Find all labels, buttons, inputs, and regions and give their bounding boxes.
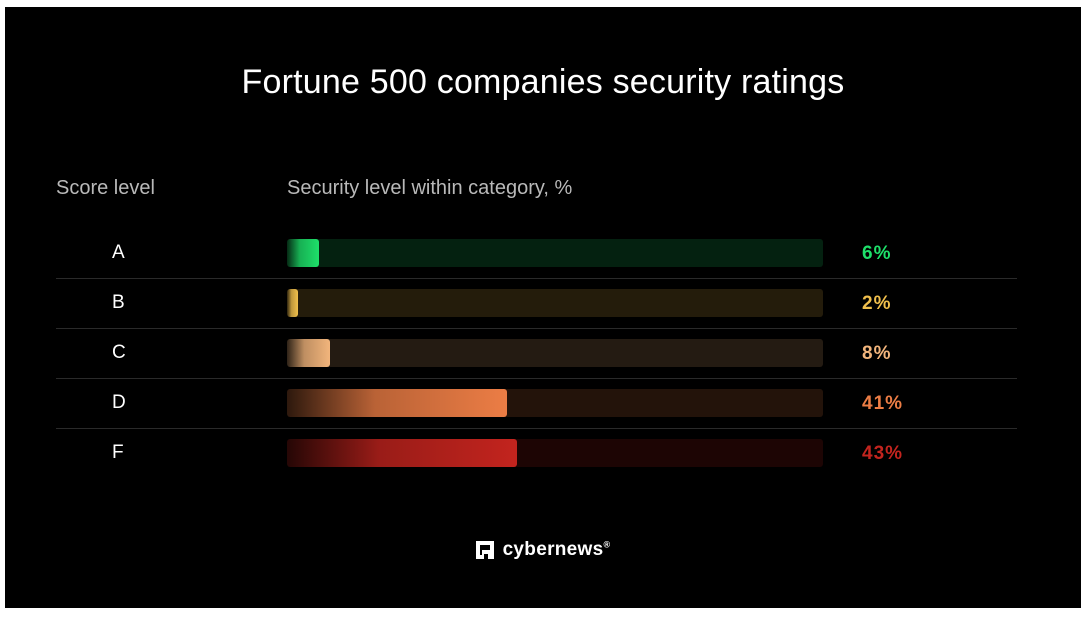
- value-label: 41%: [862, 393, 904, 414]
- value-label: 2%: [862, 293, 892, 314]
- value-label: 8%: [862, 343, 892, 364]
- value-label: 43%: [862, 443, 904, 464]
- chart-panel: Fortune 500 companies security ratings S…: [5, 7, 1081, 608]
- chart-title: Fortune 500 companies security ratings: [241, 63, 845, 101]
- bar-track: [287, 289, 823, 317]
- brand-footer: cybernews®: [5, 539, 1081, 561]
- bar: [287, 389, 507, 417]
- value-label: 6%: [862, 243, 892, 264]
- bar-track: [287, 339, 823, 367]
- score-label: F: [112, 442, 124, 463]
- score-label: B: [112, 292, 125, 313]
- score-label: C: [112, 342, 126, 363]
- brand-name: cybernews®: [502, 539, 611, 560]
- bar-row-f: F 43%: [56, 429, 1017, 478]
- bar-track: [287, 439, 823, 467]
- bar-track: [287, 239, 823, 267]
- score-level-header: Score level: [56, 177, 155, 199]
- bar-row-b: B 2%: [56, 279, 1017, 329]
- bar-row-a: A 6%: [56, 229, 1017, 279]
- bar: [287, 339, 330, 367]
- bar-rows: A 6% B 2% C 8% D 41% F 43%: [56, 229, 1017, 478]
- bar: [287, 239, 319, 267]
- bar: [287, 439, 517, 467]
- score-label: A: [112, 242, 125, 263]
- score-label: D: [112, 392, 126, 413]
- registered-mark: ®: [603, 539, 611, 550]
- cybernews-logo-icon: [475, 541, 494, 559]
- bar-row-c: C 8%: [56, 329, 1017, 379]
- bar-row-d: D 41%: [56, 379, 1017, 429]
- bar: [287, 289, 298, 317]
- security-level-header: Security level within category, %: [287, 177, 573, 199]
- bar-track: [287, 389, 823, 417]
